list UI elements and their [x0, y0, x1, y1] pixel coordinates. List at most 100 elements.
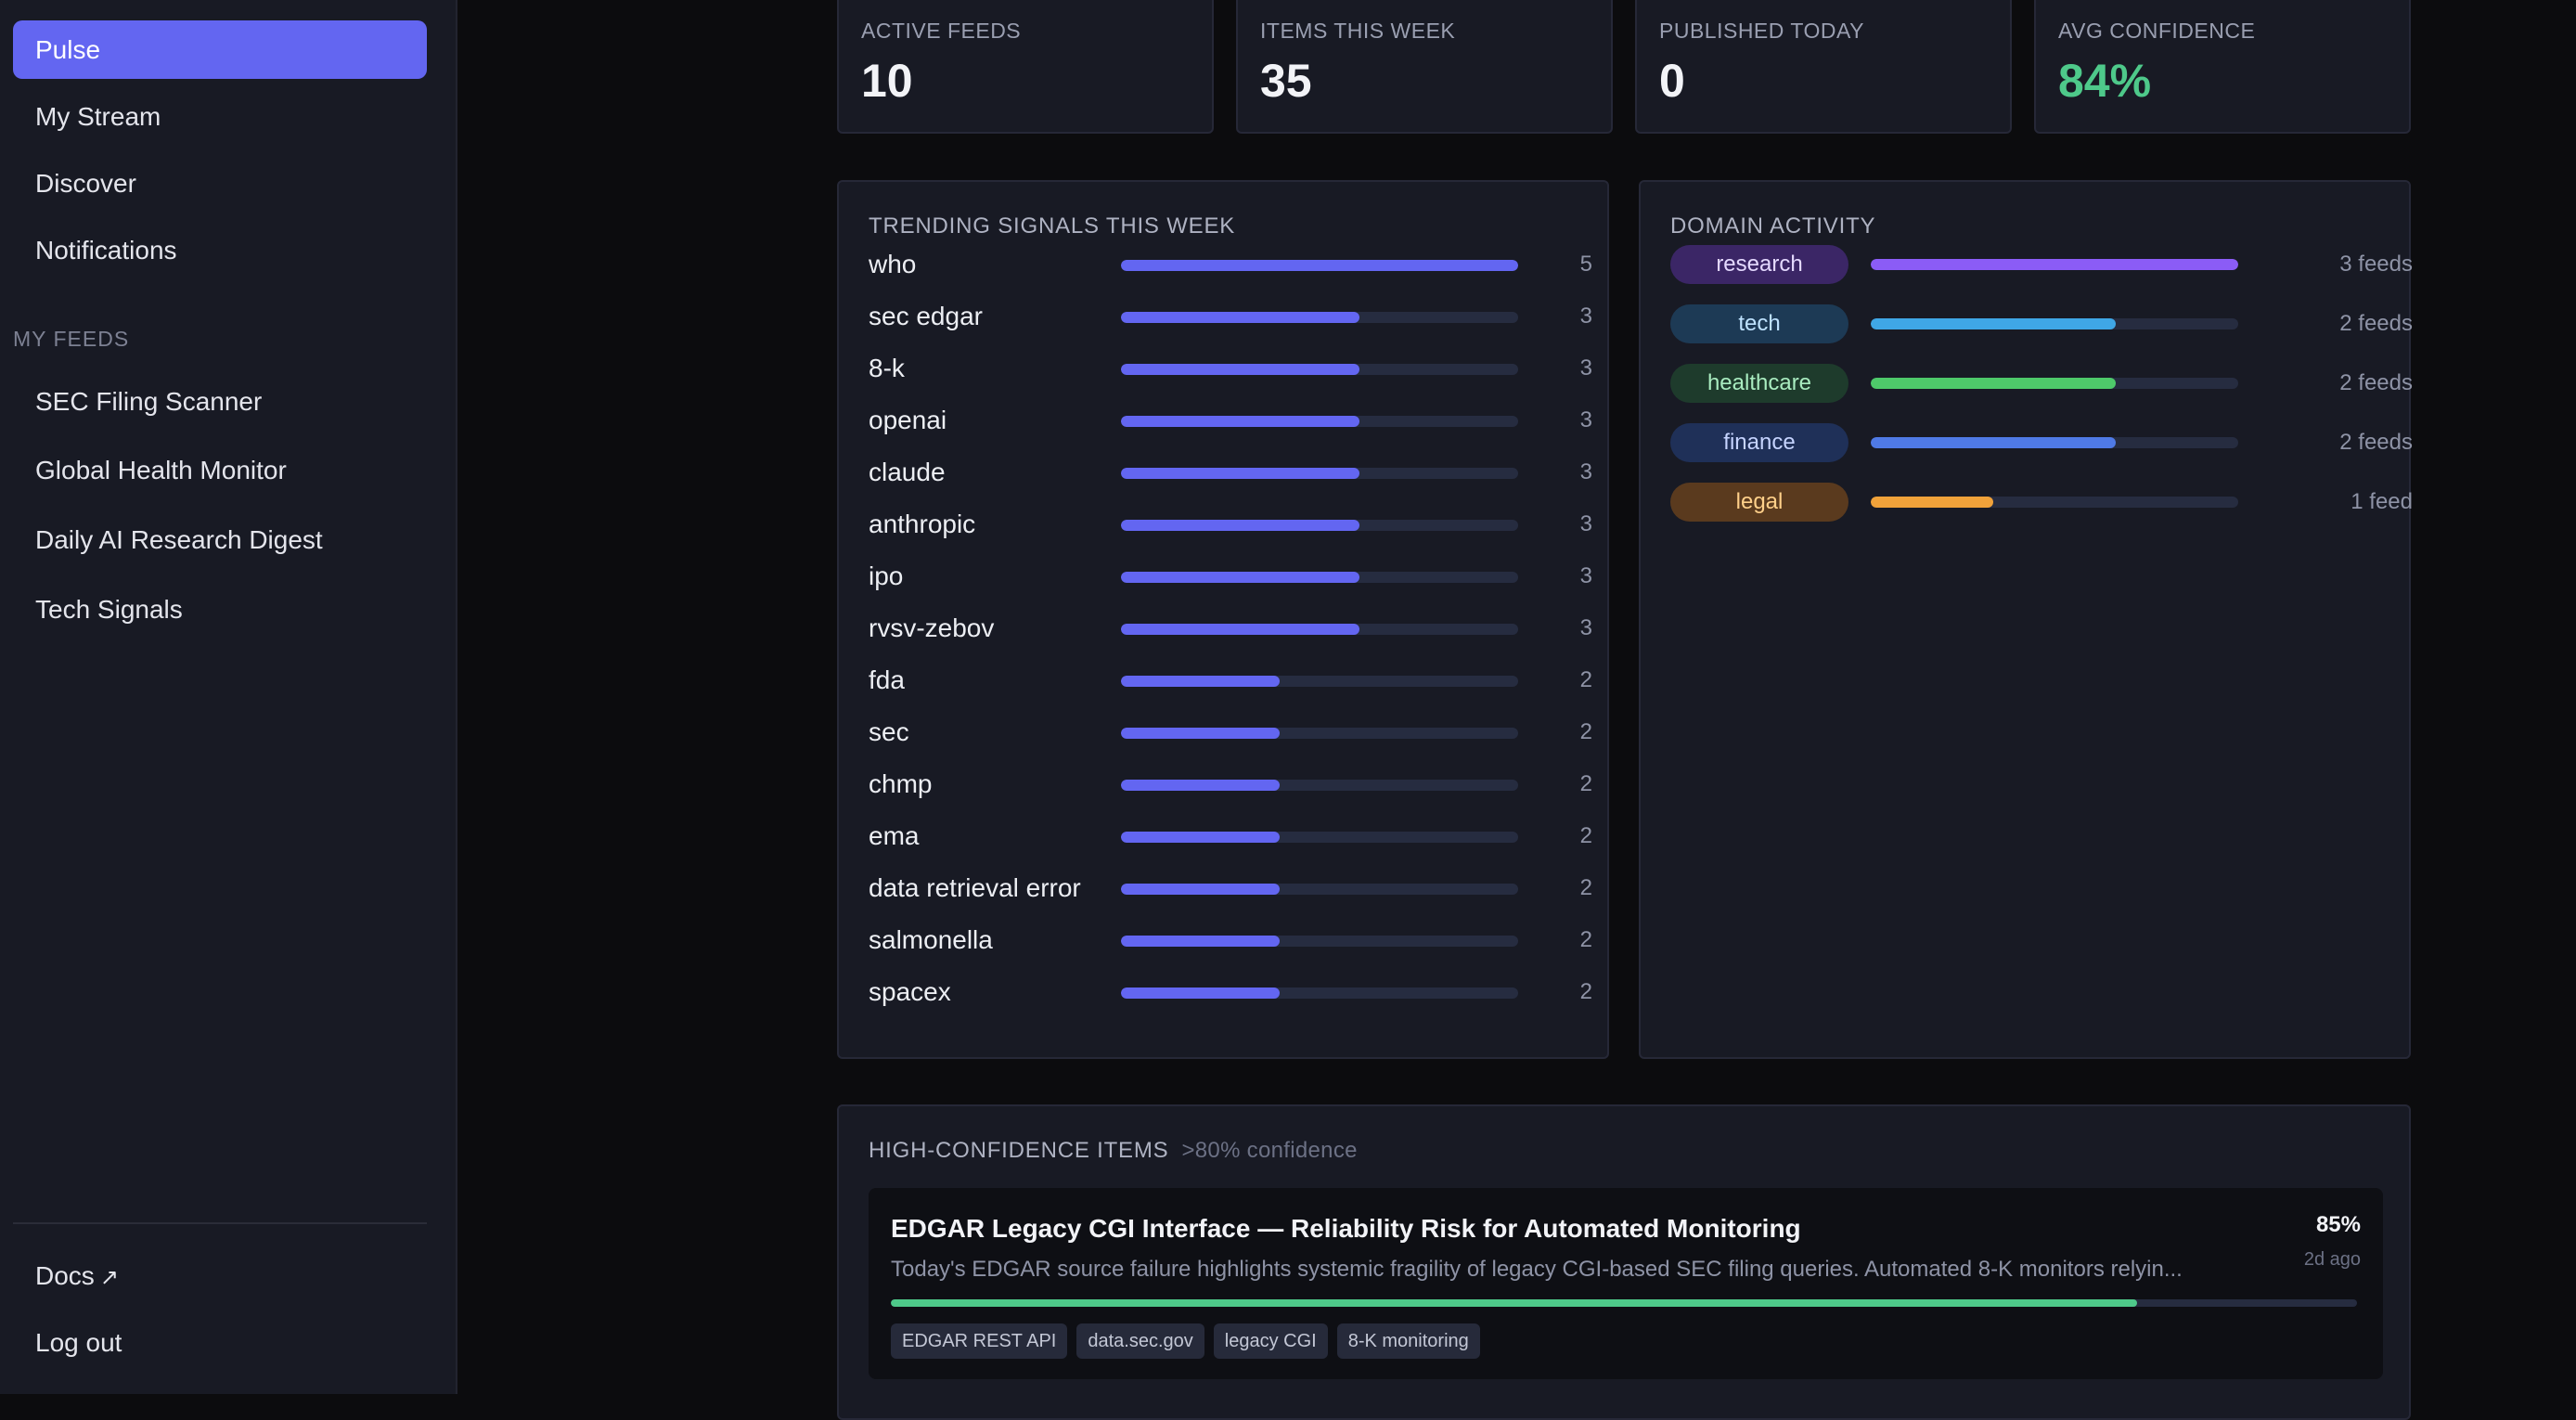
- trend-bar-track: [1121, 520, 1518, 531]
- trend-row[interactable]: spacex 2: [869, 974, 1592, 1011]
- high-confidence-panel: HIGH-CONFIDENCE ITEMS >80% confidence EDG…: [837, 1104, 2411, 1420]
- trend-row[interactable]: chmp 2: [869, 766, 1592, 803]
- trend-row[interactable]: 8-k 3: [869, 350, 1592, 387]
- item-tag[interactable]: 8-K monitoring: [1336, 1323, 1480, 1359]
- domain-bar-track: [1871, 318, 2238, 329]
- domain-row[interactable]: legal 1 feed: [1670, 483, 2413, 522]
- trend-label: spacex: [869, 977, 951, 1006]
- nav-item-my-stream[interactable]: My Stream: [35, 102, 161, 131]
- trend-bar-fill: [1121, 260, 1518, 271]
- item-tag[interactable]: legacy CGI: [1213, 1323, 1328, 1359]
- item-tag[interactable]: data.sec.gov: [1076, 1323, 1204, 1359]
- domain-count: 3 feeds: [2339, 252, 2413, 277]
- trend-row[interactable]: fda 2: [869, 662, 1592, 699]
- nav-item-pulse[interactable]: Pulse: [13, 20, 427, 79]
- trend-bar-fill: [1121, 624, 1359, 635]
- trend-bar-fill: [1121, 572, 1359, 583]
- trend-bar-track: [1121, 728, 1518, 739]
- domain-pill[interactable]: tech: [1670, 304, 1848, 343]
- feed-item-daily-ai-research-digest[interactable]: Daily AI Research Digest: [35, 525, 323, 554]
- trend-count: 2: [1579, 667, 1592, 692]
- domain-row[interactable]: tech 2 feeds: [1670, 304, 2413, 343]
- domain-bar-fill: [1871, 378, 2116, 389]
- domain-bar-fill: [1871, 259, 2238, 270]
- domain-bar-fill: [1871, 437, 2116, 448]
- domain-pill[interactable]: research: [1670, 245, 1848, 284]
- trend-label: openai: [869, 406, 947, 434]
- stat-label: ACTIVE FEEDS: [861, 19, 1022, 43]
- trend-bar-track: [1121, 572, 1518, 583]
- stat-value: 0: [1659, 55, 1685, 107]
- trend-row[interactable]: anthropic 3: [869, 506, 1592, 543]
- trend-bar-fill: [1121, 988, 1281, 999]
- stat-card-items-this-week: ITEMS THIS WEEK 35: [1236, 0, 1613, 134]
- trend-count: 2: [1579, 823, 1592, 848]
- trend-bar-track: [1121, 364, 1518, 375]
- sidebar: Pulse My Stream Discover Notifications M…: [0, 0, 457, 1394]
- domain-bar-fill: [1871, 497, 1993, 508]
- trend-label: chmp: [869, 769, 933, 798]
- trend-row[interactable]: claude 3: [869, 454, 1592, 491]
- stat-label: ITEMS THIS WEEK: [1260, 19, 1456, 43]
- trend-row[interactable]: ema 2: [869, 818, 1592, 855]
- nav-item-discover[interactable]: Discover: [35, 169, 136, 198]
- domain-bar-track: [1871, 259, 2238, 270]
- trend-row[interactable]: ipo 3: [869, 558, 1592, 595]
- trend-label: 8-k: [869, 354, 905, 382]
- domain-activity-title: DOMAIN ACTIVITY: [1670, 213, 1876, 239]
- domain-pill[interactable]: healthcare: [1670, 364, 1848, 403]
- domain-pill[interactable]: finance: [1670, 423, 1848, 462]
- trend-row[interactable]: openai 3: [869, 402, 1592, 439]
- trend-bar-fill: [1121, 832, 1281, 843]
- logout-button[interactable]: Log out: [35, 1328, 122, 1357]
- trend-bar-fill: [1121, 676, 1281, 687]
- trend-label: anthropic: [869, 510, 976, 538]
- domain-count: 2 feeds: [2339, 370, 2413, 395]
- trend-count: 3: [1579, 563, 1592, 588]
- feed-item-sec-filing-scanner[interactable]: SEC Filing Scanner: [35, 387, 263, 416]
- high-confidence-item[interactable]: EDGAR Legacy CGI Interface — Reliability…: [869, 1188, 2383, 1379]
- trend-bar-fill: [1121, 312, 1359, 323]
- item-title[interactable]: EDGAR Legacy CGI Interface — Reliability…: [891, 1214, 1801, 1243]
- trend-count: 2: [1579, 979, 1592, 1004]
- trend-count: 5: [1579, 252, 1592, 277]
- item-tag[interactable]: EDGAR REST API: [891, 1323, 1068, 1359]
- trend-row[interactable]: rvsv-zebov 3: [869, 610, 1592, 647]
- domain-row[interactable]: finance 2 feeds: [1670, 423, 2413, 462]
- stat-card-published-today: PUBLISHED TODAY 0: [1635, 0, 2012, 134]
- trend-row[interactable]: data retrieval error 2: [869, 870, 1592, 907]
- trend-label: salmonella: [869, 925, 993, 954]
- trend-bar-track: [1121, 260, 1518, 271]
- trend-row[interactable]: who 5: [869, 246, 1592, 283]
- trend-bar-fill: [1121, 364, 1359, 375]
- trend-row[interactable]: sec edgar 3: [869, 298, 1592, 335]
- nav-item-notifications[interactable]: Notifications: [35, 236, 177, 265]
- trend-bar-fill: [1121, 780, 1281, 791]
- trend-bar-fill: [1121, 468, 1359, 479]
- docs-link[interactable]: Docs ↗: [13, 1246, 427, 1305]
- feed-item-tech-signals[interactable]: Tech Signals: [35, 595, 183, 624]
- feed-item-global-health-monitor[interactable]: Global Health Monitor: [35, 456, 287, 484]
- stat-label: AVG CONFIDENCE: [2058, 19, 2256, 43]
- trend-count: 3: [1579, 355, 1592, 381]
- trend-row[interactable]: salmonella 2: [869, 922, 1592, 959]
- domain-row[interactable]: research 3 feeds: [1670, 245, 2413, 284]
- trend-count: 3: [1579, 407, 1592, 432]
- external-link-icon: ↗: [99, 1265, 119, 1290]
- trend-bar-track: [1121, 988, 1518, 999]
- trending-signals-title: TRENDING SIGNALS THIS WEEK: [869, 213, 1236, 239]
- confidence-bar-track: [891, 1299, 2357, 1307]
- trend-row[interactable]: sec 2: [869, 714, 1592, 751]
- my-feeds-section-label: MY FEEDS: [13, 327, 130, 351]
- trending-signals-panel: TRENDING SIGNALS THIS WEEK who 5 sec edgar…: [837, 180, 1609, 1059]
- domain-pill[interactable]: legal: [1670, 483, 1848, 522]
- high-confidence-subtitle: >80% confidence: [1181, 1138, 1358, 1163]
- stat-label: PUBLISHED TODAY: [1659, 19, 1864, 43]
- trend-label: sec: [869, 717, 909, 746]
- trend-count: 3: [1579, 303, 1592, 329]
- docs-label: Docs: [35, 1261, 95, 1290]
- sidebar-divider: [13, 1222, 427, 1224]
- domain-row[interactable]: healthcare 2 feeds: [1670, 364, 2413, 403]
- item-confidence: 85%: [2315, 1212, 2361, 1237]
- trend-bar-track: [1121, 676, 1518, 687]
